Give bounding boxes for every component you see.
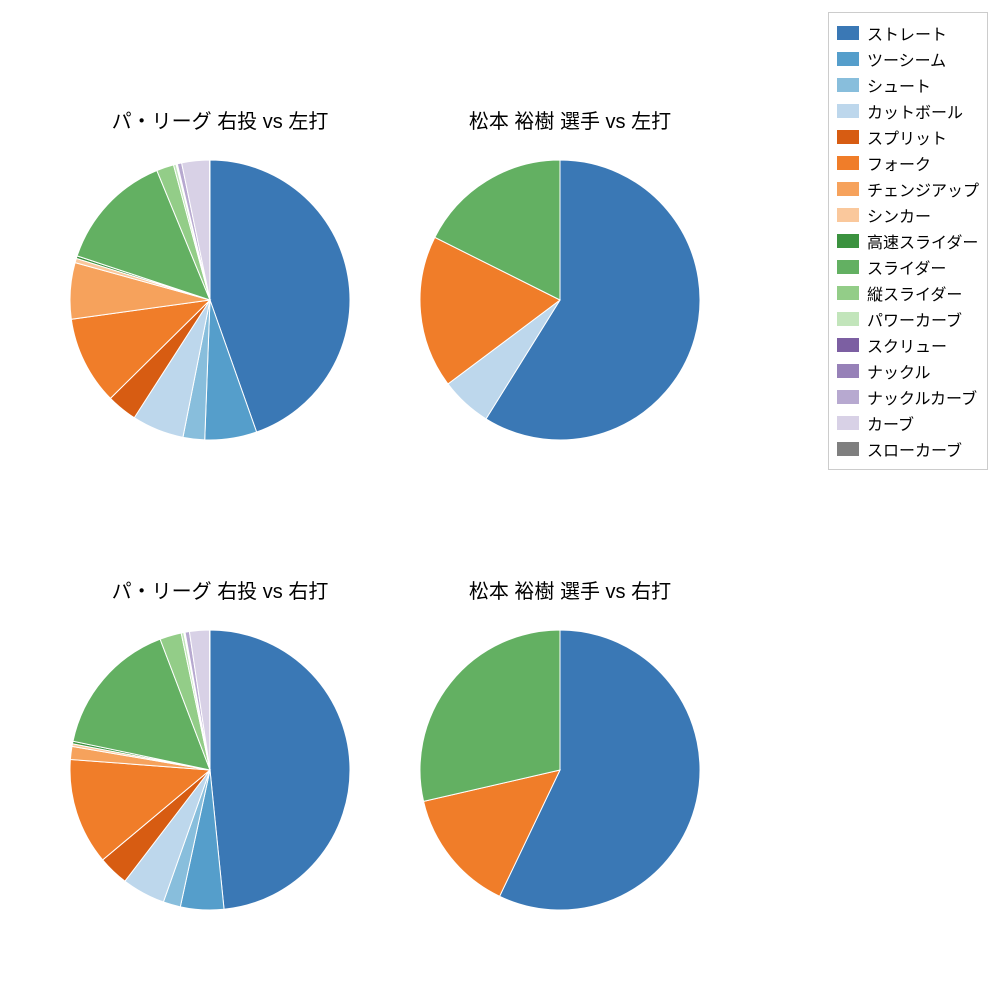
- legend-item: シンカー: [837, 203, 979, 227]
- legend-item: フォーク: [837, 151, 979, 175]
- legend-swatch: [837, 208, 859, 222]
- legend-label: フォーク: [867, 151, 931, 175]
- pie-chart: [418, 628, 702, 912]
- legend-label: ツーシーム: [867, 47, 946, 71]
- legend-item: 高速スライダー: [837, 229, 979, 253]
- legend-item: スローカーブ: [837, 437, 979, 461]
- chart-container: パ・リーグ 右投 vs 左打44.66.06.010.26.513.7松本 裕樹…: [0, 0, 1000, 1000]
- chart-title: パ・リーグ 右投 vs 左打: [70, 105, 370, 134]
- legend-label: シュート: [867, 73, 931, 97]
- legend: ストレートツーシームシュートカットボールスプリットフォークチェンジアップシンカー…: [828, 12, 988, 470]
- legend-item: スライダー: [837, 255, 979, 279]
- legend-label: カーブ: [867, 411, 914, 435]
- legend-item: チェンジアップ: [837, 177, 979, 201]
- legend-label: カットボール: [867, 99, 963, 123]
- pie-chart: [418, 158, 702, 442]
- legend-label: スプリット: [867, 125, 947, 149]
- pie-chart: [68, 158, 352, 442]
- legend-label: スライダー: [867, 255, 946, 279]
- chart-title: パ・リーグ 右投 vs 右打: [70, 575, 370, 604]
- legend-label: スクリュー: [867, 333, 947, 357]
- legend-item: カットボール: [837, 99, 979, 123]
- legend-swatch: [837, 78, 859, 92]
- legend-item: ナックルカーブ: [837, 385, 979, 409]
- legend-item: カーブ: [837, 411, 979, 435]
- legend-label: パワーカーブ: [867, 307, 962, 331]
- legend-swatch: [837, 312, 859, 326]
- legend-label: ストレート: [867, 21, 947, 45]
- legend-swatch: [837, 26, 859, 40]
- legend-swatch: [837, 364, 859, 378]
- legend-swatch: [837, 390, 859, 404]
- legend-swatch: [837, 260, 859, 274]
- legend-swatch: [837, 130, 859, 144]
- legend-label: チェンジアップ: [867, 177, 979, 201]
- legend-swatch: [837, 182, 859, 196]
- legend-item: パワーカーブ: [837, 307, 979, 331]
- chart-title: 松本 裕樹 選手 vs 右打: [420, 575, 720, 604]
- legend-item: ナックル: [837, 359, 979, 383]
- legend-label: シンカー: [867, 203, 931, 227]
- legend-swatch: [837, 52, 859, 66]
- legend-swatch: [837, 442, 859, 456]
- legend-label: 高速スライダー: [867, 229, 978, 253]
- legend-swatch: [837, 234, 859, 248]
- legend-swatch: [837, 286, 859, 300]
- legend-item: シュート: [837, 73, 979, 97]
- legend-swatch: [837, 416, 859, 430]
- legend-item: スプリット: [837, 125, 979, 149]
- pie-slice: [210, 630, 350, 909]
- legend-swatch: [837, 338, 859, 352]
- legend-item: ツーシーム: [837, 47, 979, 71]
- pie-chart: [68, 628, 352, 912]
- legend-label: ナックル: [867, 359, 931, 383]
- chart-title: 松本 裕樹 選手 vs 左打: [420, 105, 720, 134]
- legend-item: スクリュー: [837, 333, 979, 357]
- legend-label: 縦スライダー: [867, 281, 962, 305]
- legend-swatch: [837, 156, 859, 170]
- legend-item: 縦スライダー: [837, 281, 979, 305]
- legend-swatch: [837, 104, 859, 118]
- legend-item: ストレート: [837, 21, 979, 45]
- legend-label: ナックルカーブ: [867, 385, 977, 409]
- legend-label: スローカーブ: [867, 437, 962, 461]
